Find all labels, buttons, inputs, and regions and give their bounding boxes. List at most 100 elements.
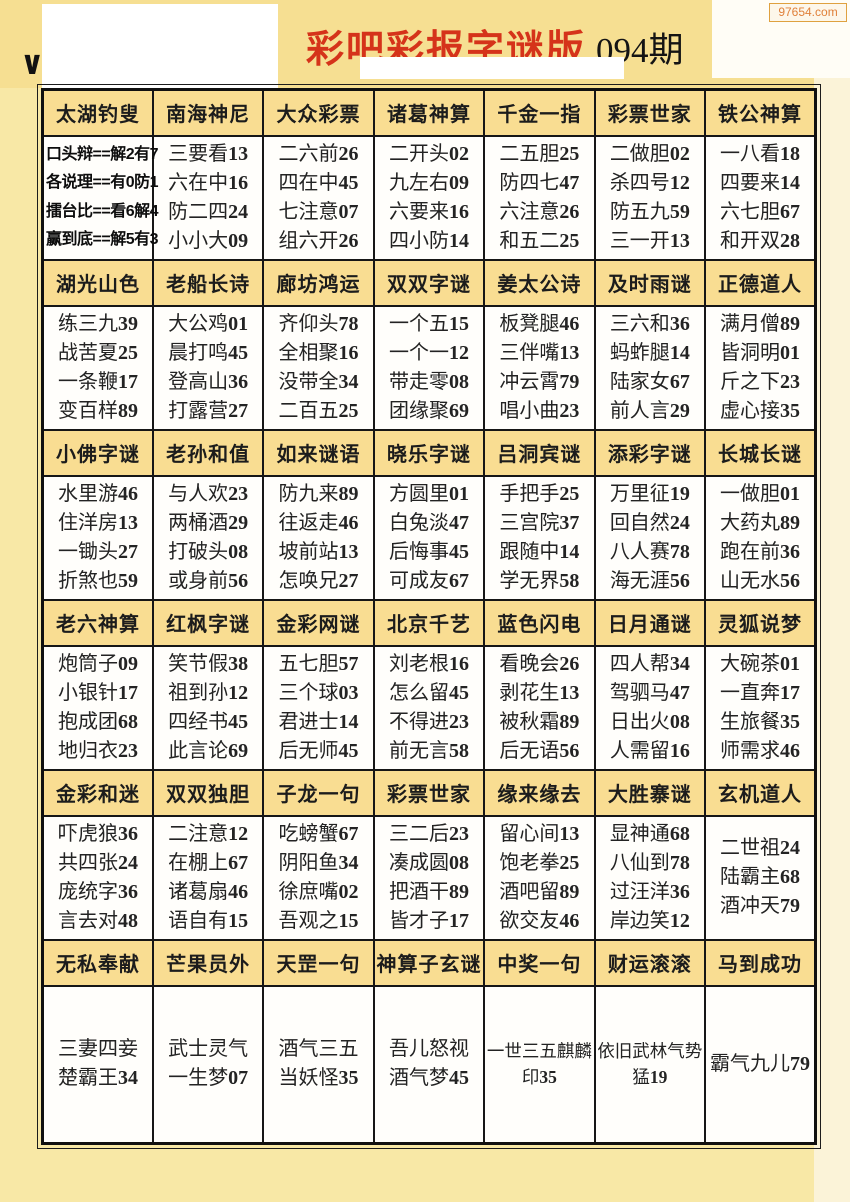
puzzle-cell: 留心间13 饱老拳25 酒吧留89 欲交友46 bbox=[483, 814, 596, 941]
puzzle-line: 师需求46 bbox=[720, 739, 801, 762]
puzzle-line: 唱小曲23 bbox=[499, 399, 580, 422]
column-header: 子龙一句 bbox=[262, 768, 375, 817]
puzzle-line: 君进士14 bbox=[278, 710, 359, 733]
puzzle-line: 二做胆02 bbox=[609, 142, 690, 165]
puzzle-line: 四小防14 bbox=[388, 229, 469, 252]
puzzle-cell: 一个五15 一个一12 带走零08 团缘聚69 bbox=[372, 304, 486, 431]
column-header: 老六神算 bbox=[41, 598, 154, 647]
puzzle-line: 冲云霄79 bbox=[499, 370, 580, 393]
puzzle-line: 凑成圆08 bbox=[388, 851, 469, 874]
puzzle-line: 打露营27 bbox=[168, 399, 249, 422]
watermark-link[interactable]: 97654.com bbox=[778, 5, 838, 19]
column-header: 湖光山色 bbox=[41, 258, 154, 307]
column-header: 如来谜语 bbox=[262, 428, 375, 477]
puzzle-line: 小小大09 bbox=[168, 229, 249, 252]
column-header: 吕洞宾谜 bbox=[483, 428, 596, 477]
column-header: 太湖钓叟 bbox=[41, 88, 154, 137]
column-header: 双双字谜 bbox=[372, 258, 486, 307]
puzzle-cell: 吃螃蟹67 阴阳鱼34 徐庶嘴02 吾观之15 bbox=[262, 814, 375, 941]
puzzle-line: 二百五25 bbox=[278, 399, 359, 422]
puzzle-line: 变百样89 bbox=[57, 399, 138, 422]
puzzle-line: 皆洞明01 bbox=[720, 341, 801, 364]
puzzle-line: 两桶酒29 bbox=[168, 511, 249, 534]
puzzle-line: 三六和36 bbox=[609, 312, 690, 335]
puzzle-line: 后悔事45 bbox=[388, 540, 469, 563]
puzzle-cell: 三妻四妾 楚霸王34 bbox=[41, 984, 154, 1145]
puzzle-line: 和五二25 bbox=[499, 229, 580, 252]
puzzle-line: 四要来14 bbox=[720, 171, 801, 194]
puzzle-cell: 水里游46 住洋房13 一锄头27 折煞也59 bbox=[41, 474, 154, 601]
column-header: 诸葛神算 bbox=[372, 88, 486, 137]
puzzle-line: 没带全34 bbox=[278, 370, 359, 393]
column-header: 蓝色闪电 bbox=[483, 598, 596, 647]
puzzle-line: 陆霸主68 bbox=[720, 866, 801, 888]
puzzle-line: 前无言58 bbox=[388, 739, 469, 762]
column-header: 财运滚滚 bbox=[593, 938, 707, 987]
column-header: 添彩字谜 bbox=[593, 428, 707, 477]
puzzle-line: 此言论69 bbox=[168, 739, 249, 762]
redaction-box-under-title bbox=[360, 57, 624, 79]
puzzle-line: 学无界58 bbox=[499, 569, 580, 592]
column-header: 晓乐字谜 bbox=[372, 428, 486, 477]
column-header: 老船长诗 bbox=[151, 258, 265, 307]
puzzle-line: 往返走46 bbox=[278, 511, 359, 534]
puzzle-cell: 一做胆01 大药丸89 跑在前36 山无水56 bbox=[704, 474, 817, 601]
column-header: 红枫字谜 bbox=[151, 598, 265, 647]
puzzle-line: 白兔淡47 bbox=[388, 511, 469, 534]
puzzle-line: 三一开13 bbox=[609, 229, 690, 252]
puzzle-line: 或身前56 bbox=[168, 569, 249, 592]
puzzle-line: 看晚会26 bbox=[499, 652, 580, 675]
puzzle-cell: 满月僧89 皆洞明01 斤之下23 虚心接35 bbox=[704, 304, 817, 431]
puzzle-line: 大碗茶01 bbox=[720, 652, 801, 675]
column-header: 无私奉献 bbox=[41, 938, 154, 987]
puzzle-line: 怎唤兄27 bbox=[278, 569, 359, 592]
puzzle-line: 和开双28 bbox=[720, 229, 801, 252]
puzzle-line: 人需留16 bbox=[609, 739, 690, 762]
column-header: 日月通谜 bbox=[593, 598, 707, 647]
puzzle-cell: 二注意12 在棚上67 诸葛扇46 语自有15 bbox=[151, 814, 265, 941]
puzzle-line: 杀四号12 bbox=[609, 171, 690, 194]
puzzle-line: 庞统字36 bbox=[57, 880, 138, 903]
puzzle-line: 防二四24 bbox=[168, 200, 249, 223]
puzzle-line: 剥花生13 bbox=[499, 681, 580, 704]
redaction-box-top-left bbox=[42, 4, 278, 89]
puzzle-line: 被秋霜89 bbox=[499, 710, 580, 733]
puzzle-line: 一锄头27 bbox=[57, 540, 138, 563]
puzzle-cell: 二开头02 九左右09 六要来16 四小防14 bbox=[372, 134, 486, 261]
puzzle-cell: 大碗茶01 一直奔17 生旅餐35 师需求46 bbox=[704, 644, 817, 771]
puzzle-line: 五七胆57 bbox=[278, 652, 359, 675]
puzzle-line: 六在中16 bbox=[168, 171, 249, 194]
puzzle-line: 小银针17 bbox=[57, 681, 138, 704]
puzzle-line: 二开头02 bbox=[388, 142, 469, 165]
puzzle-line: 斤之下23 bbox=[720, 370, 801, 393]
puzzle-cell: 一八看18 四要来14 六七胆67 和开双28 bbox=[704, 134, 817, 261]
puzzle-line: 二五胆25 bbox=[499, 142, 580, 165]
column-header: 玄机道人 bbox=[704, 768, 817, 817]
puzzle-line: 吓虎狼36 bbox=[57, 822, 138, 845]
column-header: 及时雨谜 bbox=[593, 258, 707, 307]
column-header: 金彩网谜 bbox=[262, 598, 375, 647]
column-header: 老孙和值 bbox=[151, 428, 265, 477]
puzzle-line: 打破头08 bbox=[168, 540, 249, 563]
puzzle-line: 折煞也59 bbox=[57, 569, 138, 592]
puzzle-line: 共四张24 bbox=[57, 851, 138, 874]
puzzle-line: 依旧武林气势猛19 bbox=[597, 1041, 703, 1088]
puzzle-line: 把酒干89 bbox=[388, 880, 469, 903]
puzzle-line: 三宫院37 bbox=[499, 511, 580, 534]
puzzle-line: 跑在前36 bbox=[720, 540, 801, 563]
column-header: 芒果员外 bbox=[151, 938, 265, 987]
puzzle-line: 驾驷马47 bbox=[609, 681, 690, 704]
puzzle-line: 防五九59 bbox=[609, 200, 690, 223]
puzzle-line: 三妻四妾 bbox=[57, 1038, 138, 1061]
puzzle-line: 一直奔17 bbox=[720, 681, 801, 704]
puzzle-cell: 吾儿怒视 酒气梦45 bbox=[372, 984, 486, 1145]
puzzle-line: 擂台比==看6解4 bbox=[46, 202, 159, 220]
puzzle-line: 蚂蚱腿14 bbox=[609, 341, 690, 364]
puzzle-line: 四在中45 bbox=[278, 171, 359, 194]
puzzle-line: 回自然24 bbox=[609, 511, 690, 534]
puzzle-line: 一八看18 bbox=[720, 142, 801, 165]
column-header: 彩票世家 bbox=[372, 768, 486, 817]
watermark-badge[interactable]: 97654.com bbox=[769, 3, 847, 22]
puzzle-cell: 练三九39 战苦夏25 一条鞭17 变百样89 bbox=[41, 304, 154, 431]
puzzle-line: 战苦夏25 bbox=[57, 341, 138, 364]
